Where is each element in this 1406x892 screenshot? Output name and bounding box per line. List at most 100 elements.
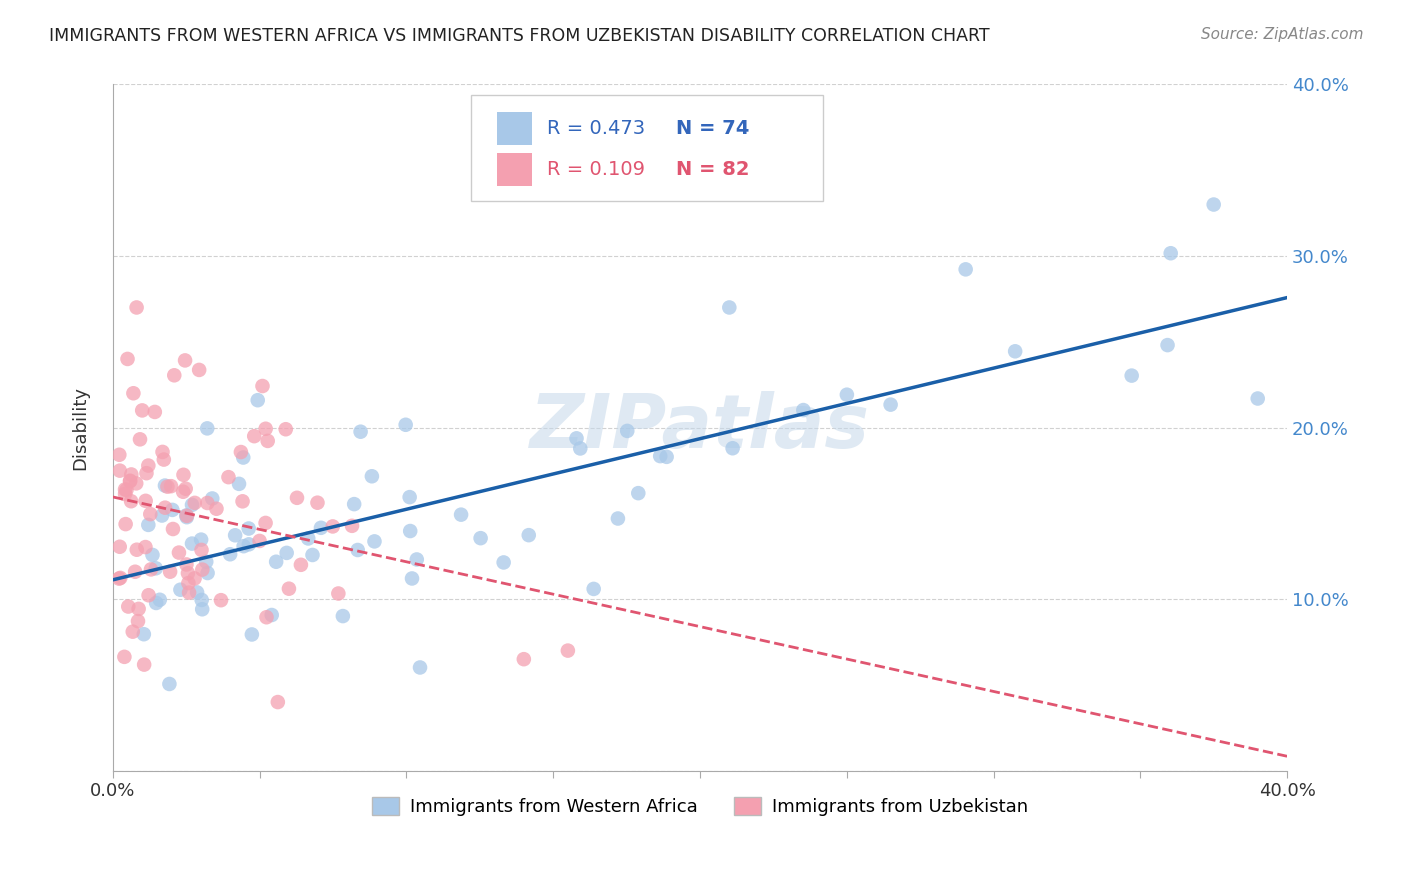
Point [218,470,240,484]
Point [322,519,344,533]
Point [156,480,179,494]
Point [135,493,157,508]
FancyBboxPatch shape [471,95,824,201]
FancyBboxPatch shape [496,112,531,145]
Point [557,643,579,657]
Point [181,498,204,512]
Point [205,501,228,516]
Point [114,517,136,532]
Point [276,546,298,560]
Point [470,531,492,545]
Point [240,627,263,641]
Point [136,458,159,473]
Point [190,543,212,558]
Point [349,425,371,439]
Point [176,510,198,524]
Point [114,483,136,497]
Point [361,469,384,483]
Point [409,660,432,674]
Point [136,517,159,532]
Point [655,450,678,464]
Point [172,484,194,499]
Point [718,301,741,315]
Point [232,450,254,465]
Point [399,524,422,538]
Point [177,566,200,581]
Point [1160,246,1182,260]
Point [195,496,218,510]
Point [835,387,858,401]
Point [141,548,163,562]
Point [297,532,319,546]
Point [145,596,167,610]
Point [174,353,197,368]
Point [256,610,278,624]
Point [122,386,145,401]
Point [243,429,266,443]
Point [1156,338,1178,352]
Point [160,479,183,493]
Point [395,417,418,432]
Point [132,627,155,641]
Text: Source: ZipAtlas.com: Source: ZipAtlas.com [1201,27,1364,42]
Point [513,652,536,666]
Point [650,449,672,463]
Point [129,433,152,447]
Point [190,593,212,607]
Point [184,496,207,510]
Point [183,571,205,585]
Point [172,467,194,482]
Point [150,508,173,523]
Text: N = 82: N = 82 [676,160,749,179]
Point [582,582,605,596]
Point [252,379,274,393]
Point [120,474,142,488]
Point [167,545,190,559]
Point [1202,197,1225,211]
Point [177,576,200,591]
Point [145,561,167,575]
Point [343,497,366,511]
Point [138,588,160,602]
Point [328,586,350,600]
Point [256,434,278,448]
Point [307,496,329,510]
Point [108,464,131,478]
Point [627,486,650,500]
FancyBboxPatch shape [496,153,531,186]
Point [492,556,515,570]
Point [260,607,283,622]
Point [176,508,198,523]
Point [195,555,218,569]
Point [264,555,287,569]
Point [108,448,131,462]
Point [118,474,141,488]
Point [139,507,162,521]
Point [110,571,132,585]
Point [274,422,297,436]
Point [201,491,224,506]
Point [238,522,260,536]
Point [398,490,420,504]
Point [174,482,197,496]
Point [120,467,142,482]
Point [120,494,142,508]
Point [309,521,332,535]
Point [197,566,219,580]
Point [405,552,427,566]
Point [517,528,540,542]
Point [128,602,150,616]
Point [117,351,139,366]
Point [149,592,172,607]
Point [176,508,198,523]
Point [169,582,191,597]
Point [124,565,146,579]
Point [254,422,277,436]
Point [254,516,277,530]
Point [1247,392,1270,406]
Point [232,539,254,553]
Point [131,403,153,417]
Text: ZIPatlas: ZIPatlas [530,391,870,464]
Point [224,528,246,542]
Point [191,602,214,616]
